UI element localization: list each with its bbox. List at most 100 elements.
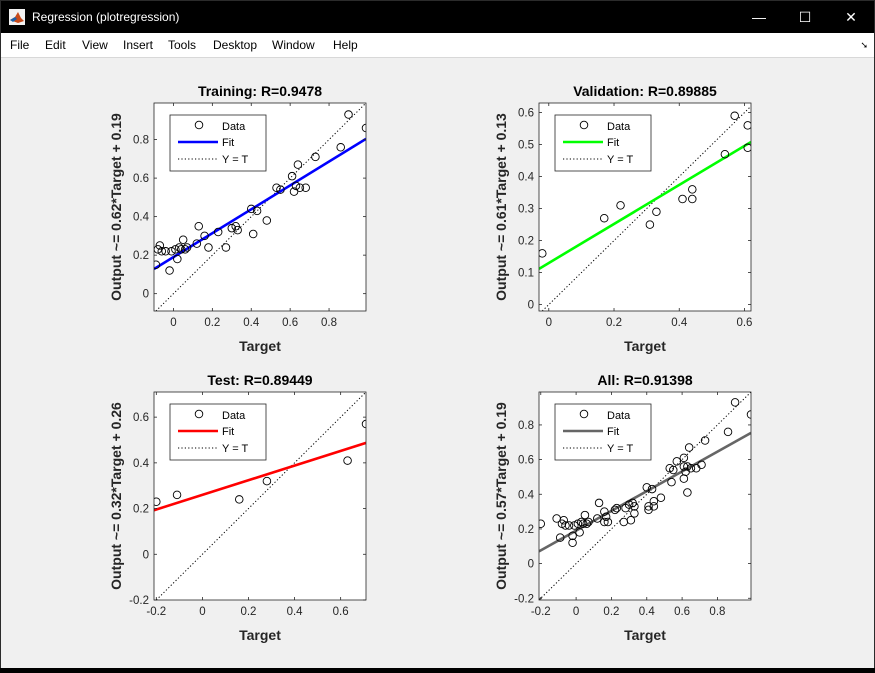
maximize-button[interactable]: ☐ bbox=[798, 9, 812, 25]
all-data-point bbox=[684, 443, 694, 452]
all-x-tick-label: 0.6 bbox=[674, 606, 690, 618]
training-data-point bbox=[252, 206, 262, 216]
validation-y-tick-label: 0 bbox=[528, 300, 534, 312]
all-data-point bbox=[649, 502, 659, 511]
title-bar[interactable]: Regression (plotregression) — ☐ ✕ bbox=[1, 1, 874, 33]
training-legend-data-label: Data bbox=[222, 121, 246, 133]
test-x-tick-label: -0.2 bbox=[146, 606, 166, 618]
training-legend-fit-label: Fit bbox=[222, 137, 234, 149]
all-data-point bbox=[578, 519, 588, 528]
training-data-point bbox=[344, 110, 353, 119]
training-x-tick-label: 0.6 bbox=[282, 317, 298, 329]
all-legend-data-label: Data bbox=[607, 410, 631, 422]
all-title: All: R=0.91398 bbox=[597, 372, 693, 388]
training-data-point bbox=[272, 183, 281, 192]
menu-view[interactable]: View bbox=[82, 38, 108, 52]
training-data-point bbox=[157, 247, 167, 256]
all-data-point bbox=[644, 502, 653, 511]
all-data-point bbox=[686, 464, 696, 473]
all-x-tick-label: 0.4 bbox=[639, 606, 656, 618]
menu-insert[interactable]: Insert bbox=[123, 38, 154, 52]
all-x-tick-label: -0.2 bbox=[531, 606, 551, 618]
training-legend: Data Fit Y = T bbox=[169, 114, 267, 172]
all-x-axis-label: Target bbox=[624, 627, 666, 643]
training-data-point bbox=[178, 235, 188, 244]
all-data-point bbox=[723, 427, 733, 437]
minimize-button[interactable]: — bbox=[752, 9, 766, 25]
training-data-point bbox=[200, 231, 209, 241]
all-data-point bbox=[584, 517, 593, 527]
all-y-tick-label: 0 bbox=[528, 559, 534, 571]
training-data-point bbox=[311, 152, 320, 162]
menu-bar: File Edit View Insert Tools Desktop Wind… bbox=[1, 33, 874, 58]
test-x-tick-label: 0 bbox=[199, 606, 205, 618]
menu-file[interactable]: File bbox=[10, 38, 30, 52]
all-data-point bbox=[600, 517, 609, 527]
menu-desktop[interactable]: Desktop bbox=[213, 38, 258, 52]
test-legend: Data Fit Y = T bbox=[169, 403, 267, 461]
all-data-point bbox=[630, 509, 639, 518]
validation-y-tick-label: 0.6 bbox=[518, 108, 534, 120]
training-data-point bbox=[204, 243, 213, 252]
training-data-point bbox=[155, 241, 165, 250]
all-data-point bbox=[683, 488, 692, 497]
training-data-point bbox=[291, 181, 301, 191]
training-data-point bbox=[194, 222, 203, 231]
all-data-point bbox=[649, 496, 659, 506]
validation-data-point bbox=[678, 194, 687, 204]
menu-window[interactable]: Window bbox=[272, 38, 315, 52]
all-data-point bbox=[626, 516, 636, 525]
all-data-point bbox=[594, 498, 604, 508]
all-data-point bbox=[647, 484, 657, 494]
training-legend-data-marker bbox=[194, 120, 204, 130]
test-legend-data-label: Data bbox=[222, 410, 246, 422]
test-y-tick-label: 0.6 bbox=[133, 412, 149, 424]
test-legend-data-marker bbox=[194, 409, 204, 419]
menu-edit[interactable]: Edit bbox=[45, 38, 66, 52]
validation-data-point bbox=[645, 220, 655, 229]
menu-tools[interactable]: Tools bbox=[168, 38, 197, 52]
all-data-point bbox=[642, 483, 652, 492]
test-x-tick-label: 0.6 bbox=[333, 606, 349, 618]
training-data-point bbox=[227, 223, 237, 233]
training-data-point bbox=[336, 143, 345, 152]
validation-x-axis-label: Target bbox=[624, 338, 666, 354]
test-subplot: -0.2 0 0.2 0.4 0.6 -0.2 0 0.2 0.4 0.6 Test: R=0.89… bbox=[108, 372, 367, 643]
matlab-logo-icon bbox=[9, 9, 25, 25]
training-data-point bbox=[231, 222, 240, 231]
validation-legend-data-marker bbox=[579, 120, 589, 130]
training-x-tick-label: 0.8 bbox=[321, 317, 337, 329]
dock-arrow-icon[interactable]: ➘ bbox=[860, 40, 868, 50]
all-data-point bbox=[612, 503, 621, 513]
training-axes-frame bbox=[153, 102, 367, 312]
training-data-point bbox=[287, 171, 297, 181]
all-data-point bbox=[593, 514, 602, 523]
regression-plots: 0 0.2 0.4 0.6 0.8 0 0.2 0.4 0.6 0.8 Training: R=0.… bbox=[108, 83, 752, 643]
all-data-point bbox=[575, 528, 584, 537]
test-x-tick-label: 0.4 bbox=[287, 606, 304, 618]
training-data-point bbox=[248, 229, 258, 239]
close-button[interactable]: ✕ bbox=[845, 9, 857, 25]
all-legend-identity-label: Y = T bbox=[607, 443, 633, 455]
validation-data-point bbox=[743, 143, 751, 153]
validation-axes-frame bbox=[538, 102, 752, 312]
training-fit-line bbox=[154, 137, 366, 271]
all-data-point bbox=[669, 465, 678, 475]
test-legend-identity-label: Y = T bbox=[222, 443, 248, 455]
training-data-point bbox=[173, 254, 182, 264]
test-data-point bbox=[262, 476, 272, 486]
test-y-axis-label: Output ~= 0.32*Target + 0.26 bbox=[108, 402, 124, 590]
test-x-tick-label: 0.2 bbox=[240, 606, 256, 618]
all-y-tick-label: 0.2 bbox=[518, 524, 534, 536]
training-data-point bbox=[221, 243, 231, 252]
validation-x-tick-label: 0.6 bbox=[736, 317, 752, 329]
validation-y-tick-label: 0.5 bbox=[518, 140, 534, 152]
all-y-tick-label: -0.2 bbox=[514, 593, 534, 605]
menu-help[interactable]: Help bbox=[333, 38, 358, 52]
all-data-point bbox=[672, 457, 682, 466]
validation-x-tick-label: 0.4 bbox=[671, 317, 688, 329]
training-x-tick-label: 0.2 bbox=[204, 317, 220, 329]
test-legend-fit-label: Fit bbox=[222, 426, 234, 438]
test-x-axis-label: Target bbox=[239, 627, 281, 643]
